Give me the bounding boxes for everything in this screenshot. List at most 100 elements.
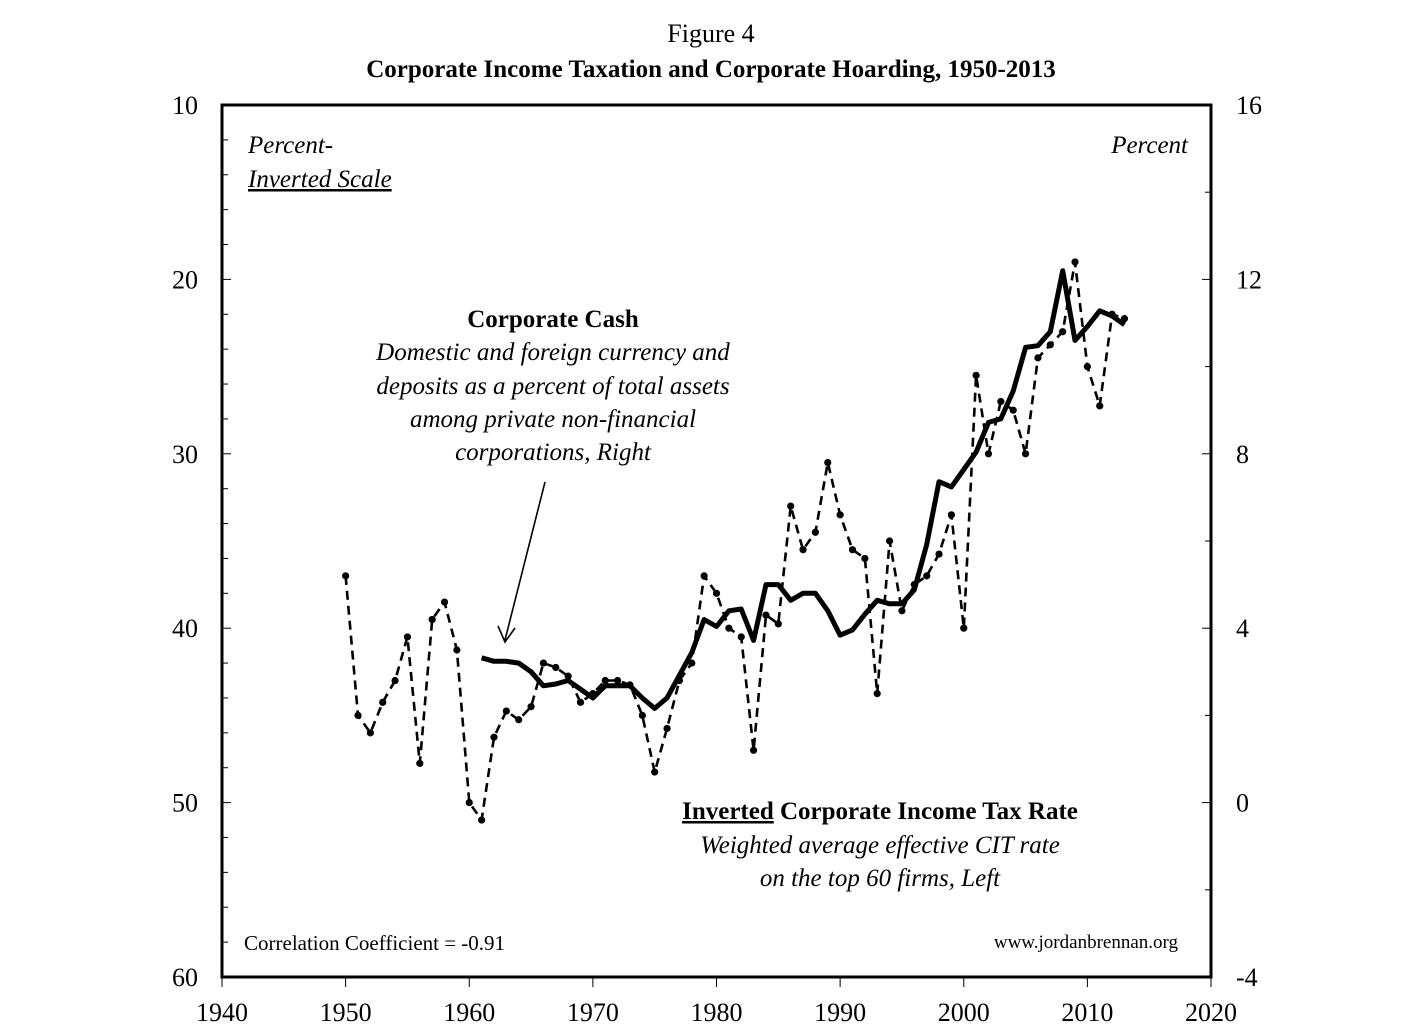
right-tick-label: 4 — [1236, 614, 1249, 643]
series-point-corporate-cash — [848, 546, 857, 554]
series-line-tax-rate — [480, 268, 1126, 711]
series-point-corporate-cash — [564, 672, 572, 680]
series-point-corporate-cash — [465, 799, 473, 807]
series-point-corporate-cash — [688, 659, 696, 667]
series-point-corporate-cash — [972, 371, 980, 379]
series-point-corporate-cash — [811, 528, 820, 536]
series-point-corporate-cash — [342, 572, 350, 580]
left-axis-ticks: 10 20 30 40 50 60 — [172, 91, 231, 992]
series-point-corporate-cash — [749, 746, 758, 754]
series-point-corporate-cash — [1096, 402, 1104, 410]
series-point-corporate-cash — [1120, 315, 1129, 323]
series-point-corporate-cash — [762, 611, 770, 619]
cash-annotation-line4: corporations, Right — [455, 439, 652, 466]
left-tick-label: 40 — [172, 614, 198, 643]
series-point-corporate-cash — [589, 690, 597, 698]
x-tick-label: 1940 — [196, 998, 248, 1027]
series-point-corporate-cash — [1083, 363, 1091, 371]
series-point-corporate-cash — [712, 589, 721, 597]
series-point-corporate-cash — [737, 633, 745, 641]
series-point-corporate-cash — [576, 698, 585, 706]
series-point-corporate-cash — [490, 733, 498, 741]
series-point-corporate-cash — [997, 397, 1005, 406]
x-tick-label: 2010 — [1061, 998, 1113, 1027]
right-tick-label: 8 — [1236, 440, 1249, 469]
series-point-corporate-cash — [416, 759, 424, 767]
cash-annotation-title: Corporate Cash — [467, 306, 639, 333]
cash-annotation-line3: among private non-financial — [410, 406, 696, 433]
series-point-corporate-cash — [1059, 328, 1067, 336]
x-tick-label: 1990 — [814, 998, 866, 1027]
series-point-corporate-cash — [774, 620, 782, 628]
series-point-corporate-cash — [379, 698, 387, 706]
left-tick-label: 30 — [172, 440, 198, 469]
series-point-corporate-cash — [675, 676, 684, 685]
left-tick-label: 10 — [172, 91, 198, 120]
series-point-corporate-cash — [836, 511, 844, 519]
series-point-corporate-cash — [626, 681, 634, 689]
figure-label: Figure 4 — [667, 19, 754, 48]
series-point-corporate-cash — [910, 581, 918, 589]
series-point-corporate-cash — [601, 676, 609, 685]
series-point-corporate-cash — [873, 690, 881, 698]
series-point-corporate-cash — [391, 676, 399, 685]
left-tick-label: 50 — [172, 789, 198, 818]
series-point-corporate-cash — [885, 537, 894, 545]
series-point-corporate-cash — [1071, 258, 1079, 266]
series-point-corporate-cash — [984, 450, 993, 458]
right-tick-label: 16 — [1236, 91, 1262, 120]
series-point-corporate-cash — [960, 624, 968, 632]
series-point-corporate-cash — [799, 546, 807, 554]
series-point-corporate-cash — [947, 511, 955, 519]
x-tick-label: 1970 — [567, 998, 619, 1027]
series-point-corporate-cash — [1108, 310, 1116, 318]
series-point-corporate-cash — [403, 633, 412, 641]
right-tick-label: 0 — [1236, 789, 1249, 818]
series-point-corporate-cash — [428, 615, 436, 624]
annotation-arrow — [504, 481, 546, 641]
right-tick-label: -4 — [1236, 963, 1258, 992]
series-point-corporate-cash — [515, 716, 523, 724]
series-point-corporate-cash — [1009, 406, 1017, 414]
tax-annotation-title-underlined: Inverted — [682, 798, 774, 825]
series-point-corporate-cash — [453, 646, 461, 654]
series-point-corporate-cash — [898, 607, 906, 615]
series-layer — [342, 258, 1129, 824]
series-point-corporate-cash — [663, 724, 671, 733]
series-point-corporate-cash — [1034, 354, 1042, 362]
left-tick-label: 60 — [172, 963, 198, 992]
series-point-corporate-cash — [824, 458, 832, 467]
x-tick-label: 1950 — [320, 998, 372, 1027]
x-axis-ticks: 1940 1950 1960 1970 1980 1990 2000 2010 2020 — [196, 977, 1237, 1027]
cash-annotation-line1: Domestic and foreign currency and — [375, 339, 730, 366]
series-point-corporate-cash — [725, 624, 733, 632]
x-tick-label: 2000 — [938, 998, 990, 1027]
x-tick-label: 1980 — [691, 998, 743, 1027]
chart-title: Corporate Income Taxation and Corporate … — [366, 56, 1056, 83]
website-note: www.jordanbrennan.org — [994, 932, 1179, 953]
left-axis-label-line1: Percent- — [247, 132, 333, 159]
right-axis-label: Percent — [1110, 132, 1189, 159]
series-point-corporate-cash — [478, 816, 486, 824]
annotation-arrowhead — [497, 625, 516, 644]
series-point-corporate-cash — [935, 550, 943, 558]
series-point-corporate-cash — [502, 707, 510, 715]
series-point-corporate-cash — [1021, 450, 1030, 458]
tax-annotation-line2: on the top 60 firms, Left — [760, 865, 1001, 892]
left-axis-label-line2: Inverted Scale — [247, 166, 392, 193]
tax-annotation-title: Inverted Corporate Income Tax Rate — [682, 798, 1078, 825]
series-point-corporate-cash — [539, 659, 548, 667]
series-line-corporate-cash — [344, 261, 1125, 824]
tax-annotation-title-rest: Corporate Income Tax Rate — [774, 798, 1078, 825]
right-axis-ticks: 16 12 8 4 0 -4 — [1202, 91, 1262, 992]
series-point-corporate-cash — [651, 768, 659, 776]
right-tick-label: 12 — [1236, 265, 1262, 294]
series-point-corporate-cash — [354, 711, 362, 720]
series-point-corporate-cash — [700, 572, 708, 580]
cash-annotation-line2: deposits as a percent of total assets — [376, 373, 729, 400]
series-point-corporate-cash — [638, 711, 646, 720]
series-point-corporate-cash — [787, 502, 795, 510]
series-point-corporate-cash — [861, 554, 869, 563]
series-point-corporate-cash — [552, 663, 560, 672]
